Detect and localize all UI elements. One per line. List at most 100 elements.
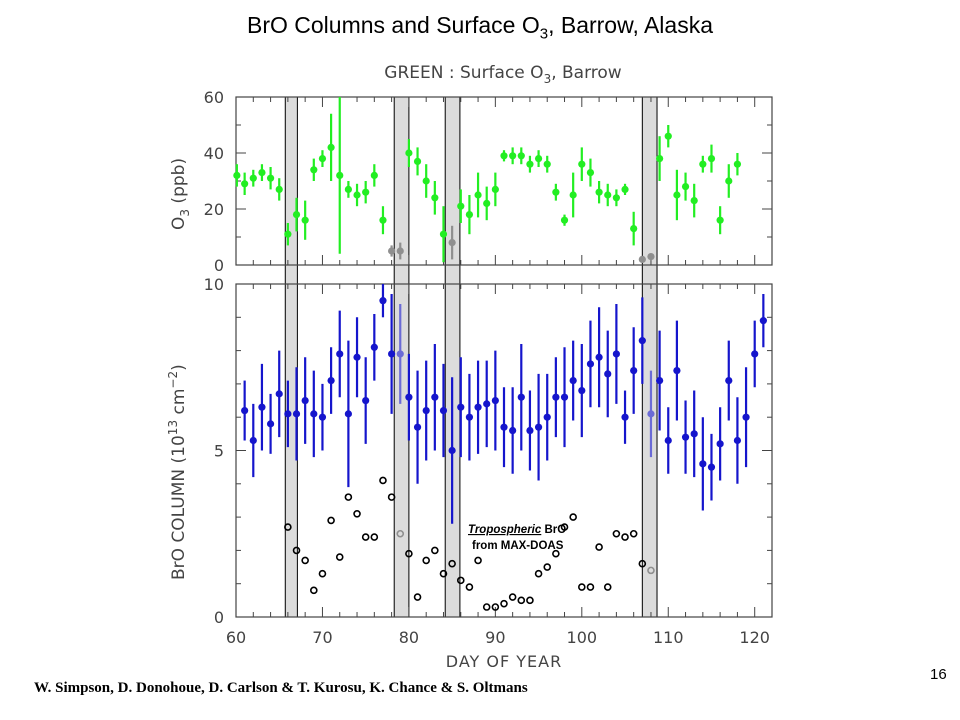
bro-point bbox=[630, 366, 638, 375]
bro-point bbox=[249, 436, 257, 445]
x-tick-label: 60 bbox=[226, 628, 246, 647]
bro-point bbox=[258, 403, 266, 411]
bro-point bbox=[241, 406, 249, 415]
tropospheric-point bbox=[284, 523, 292, 531]
o3-point bbox=[699, 160, 707, 168]
tropospheric-point bbox=[422, 556, 430, 565]
bro-point bbox=[664, 436, 672, 445]
bro-point bbox=[690, 430, 698, 438]
tropospheric-point bbox=[292, 546, 301, 555]
tropospheric-point bbox=[534, 569, 543, 578]
bro-point bbox=[560, 393, 569, 401]
bro-point bbox=[379, 297, 387, 305]
x-axis-label: DAY OF YEAR bbox=[446, 652, 562, 671]
bro-point bbox=[275, 390, 283, 398]
o3-y-axis-label: O3 (ppb) bbox=[169, 158, 192, 230]
tropospheric-point bbox=[344, 493, 353, 501]
tropospheric-point bbox=[491, 603, 500, 611]
bro-point bbox=[751, 350, 759, 358]
o3-point bbox=[422, 177, 430, 185]
bro-point bbox=[491, 396, 499, 405]
tropospheric-point bbox=[474, 556, 482, 565]
o3-point bbox=[327, 143, 335, 151]
bro-point bbox=[552, 393, 560, 401]
bro-point bbox=[578, 386, 586, 395]
bro-point bbox=[318, 413, 327, 421]
o3-point bbox=[284, 230, 292, 238]
tropospheric-point bbox=[647, 566, 655, 575]
o3-point bbox=[707, 155, 716, 163]
o3-point bbox=[560, 216, 569, 224]
tropospheric-point bbox=[603, 583, 612, 591]
o3-point bbox=[612, 194, 620, 202]
o3-point bbox=[405, 149, 413, 157]
tropospheric-point bbox=[465, 583, 474, 591]
o3-point bbox=[483, 199, 491, 207]
o3-point bbox=[733, 160, 742, 168]
tropospheric-point bbox=[318, 569, 327, 578]
highlight-band bbox=[641, 96, 658, 618]
tropospheric-point bbox=[335, 553, 344, 561]
bro-point bbox=[284, 410, 292, 418]
x-tick-label: 90 bbox=[485, 628, 505, 647]
tropospheric-point bbox=[595, 543, 603, 551]
tropospheric-point bbox=[543, 563, 552, 571]
tropospheric-point bbox=[638, 559, 647, 568]
bro-point bbox=[647, 410, 655, 418]
title-subscript: 3 bbox=[539, 25, 549, 43]
bro-point bbox=[733, 436, 742, 445]
o3-point bbox=[630, 225, 638, 233]
bro-point bbox=[638, 337, 646, 345]
o3-point bbox=[233, 171, 241, 179]
bro-point bbox=[526, 426, 534, 435]
tropospheric-point bbox=[586, 583, 595, 591]
highlight-band bbox=[444, 96, 461, 618]
bro-point bbox=[336, 350, 344, 358]
o3-point bbox=[336, 171, 344, 179]
bro-point bbox=[595, 353, 603, 361]
bro-point bbox=[604, 370, 612, 378]
bro-point bbox=[569, 376, 577, 385]
tropospheric-point bbox=[379, 476, 387, 485]
o3-point bbox=[690, 197, 698, 205]
o3-point bbox=[258, 169, 266, 177]
o3-point bbox=[569, 191, 577, 199]
o3-y-tick-label: 0 bbox=[214, 256, 224, 275]
bro-point bbox=[474, 403, 482, 411]
title-tail: , Barrow, Alaska bbox=[548, 12, 713, 38]
ozone-panel bbox=[235, 96, 773, 266]
bro-y-tick-label: 0 bbox=[214, 608, 224, 627]
bro-point bbox=[448, 446, 456, 455]
tropospheric-point bbox=[439, 569, 448, 578]
o3-point bbox=[474, 191, 482, 199]
tropospheric-point bbox=[396, 529, 405, 538]
bro-point bbox=[370, 343, 378, 351]
tropospheric-point bbox=[405, 549, 413, 558]
tropospheric-point bbox=[456, 576, 465, 585]
bro-point bbox=[509, 426, 517, 435]
tropospheric-point bbox=[482, 603, 491, 611]
o3-point bbox=[388, 247, 396, 255]
bro-point bbox=[413, 423, 422, 431]
o3-point bbox=[318, 155, 327, 163]
bro-point bbox=[422, 406, 430, 415]
o3-point bbox=[301, 216, 309, 224]
x-tick-label: 70 bbox=[312, 628, 332, 647]
tropospheric-point bbox=[500, 599, 508, 608]
tropospheric-point bbox=[431, 546, 439, 555]
bro-point bbox=[310, 410, 318, 418]
bro-point bbox=[725, 376, 733, 385]
tropospheric-point bbox=[327, 516, 335, 525]
bro-point bbox=[543, 413, 551, 421]
o3-point bbox=[595, 188, 603, 196]
o3-point bbox=[275, 185, 283, 193]
bro-point bbox=[483, 400, 491, 408]
highlight-band bbox=[284, 96, 298, 618]
tropospheric-point bbox=[370, 533, 379, 541]
x-tick-label: 110 bbox=[653, 628, 684, 647]
tropospheric-point bbox=[508, 593, 517, 601]
o3-point bbox=[491, 185, 499, 193]
tropospheric-point bbox=[361, 533, 370, 541]
